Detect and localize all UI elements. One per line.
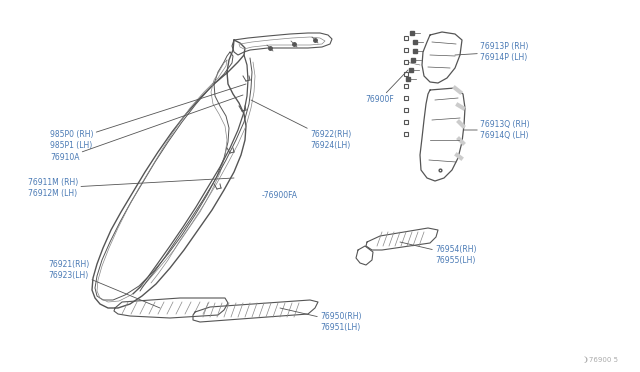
Text: -76900FA: -76900FA (262, 192, 298, 201)
Text: 76913P (RH)
76914P (LH): 76913P (RH) 76914P (LH) (455, 42, 529, 62)
Text: 76913Q (RH)
76914Q (LH): 76913Q (RH) 76914Q (LH) (464, 120, 530, 140)
Text: 76954(RH)
76955(LH): 76954(RH) 76955(LH) (400, 242, 477, 265)
Text: ❩76900 5: ❩76900 5 (583, 356, 618, 363)
Text: 76950(RH)
76951(LH): 76950(RH) 76951(LH) (280, 308, 362, 332)
Text: 76900F: 76900F (365, 70, 408, 105)
Text: 76922(RH)
76924(LH): 76922(RH) 76924(LH) (251, 100, 351, 150)
Text: 76921(RH)
76923(LH): 76921(RH) 76923(LH) (48, 260, 160, 308)
Text: 985P0 (RH)
985P1 (LH): 985P0 (RH) 985P1 (LH) (50, 84, 246, 150)
Text: 76911M (RH)
76912M (LH): 76911M (RH) 76912M (LH) (28, 178, 234, 198)
Text: 76910A: 76910A (50, 95, 243, 163)
